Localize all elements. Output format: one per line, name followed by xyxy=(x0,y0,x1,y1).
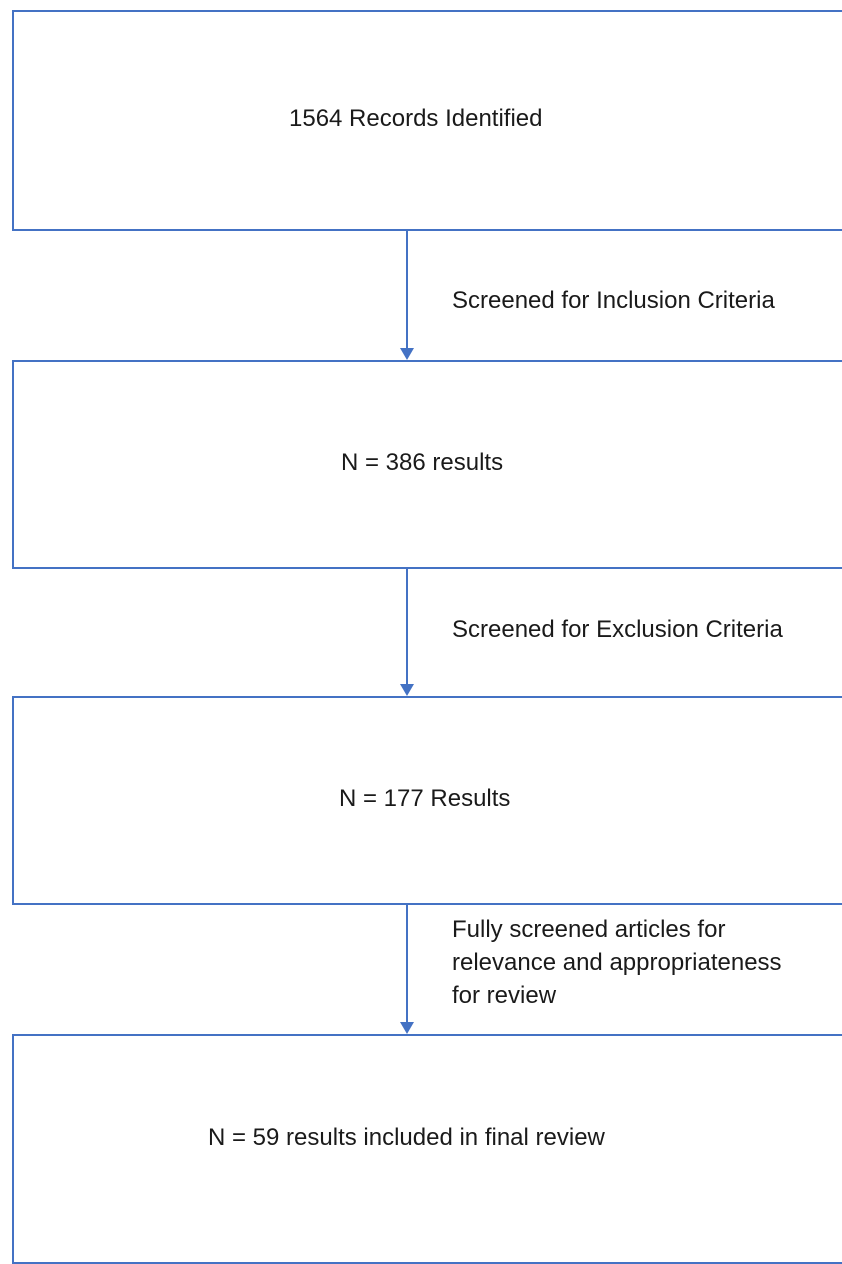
step-label-exclusion-line-1: Screened for Exclusion Criteria xyxy=(452,616,783,643)
flow-box-final-review xyxy=(12,1034,842,1264)
step-label-full-screen-line-1: Fully screened articles for xyxy=(452,916,726,943)
connector-line-3 xyxy=(406,905,408,1022)
flow-box-177-results-label: N = 177 Results xyxy=(339,785,511,812)
arrowhead-3 xyxy=(400,1022,414,1034)
flow-box-177-results xyxy=(12,696,842,905)
connector-line-2 xyxy=(406,569,408,684)
flow-box-386-results-label: N = 386 results xyxy=(341,449,504,476)
flow-box-records-identified-label: 1564 Records Identified xyxy=(289,105,543,132)
arrowhead-2 xyxy=(400,684,414,696)
step-label-exclusion: Screened for Exclusion Criteria xyxy=(452,613,783,646)
arrowhead-1 xyxy=(400,348,414,360)
step-label-full-screen: Fully screened articles for relevance an… xyxy=(452,913,782,1012)
step-label-full-screen-line-2: relevance and appropriateness xyxy=(452,949,782,976)
flow-box-records-identified xyxy=(12,10,842,231)
step-label-full-screen-line-3: for review xyxy=(452,982,557,1009)
step-label-inclusion-line-1: Screened for Inclusion Criteria xyxy=(452,287,775,314)
connector-line-1 xyxy=(406,231,408,348)
flow-box-386-results xyxy=(12,360,842,569)
flow-box-final-review-label: N = 59 results included in final review xyxy=(208,1124,605,1151)
step-label-inclusion: Screened for Inclusion Criteria xyxy=(452,284,775,317)
